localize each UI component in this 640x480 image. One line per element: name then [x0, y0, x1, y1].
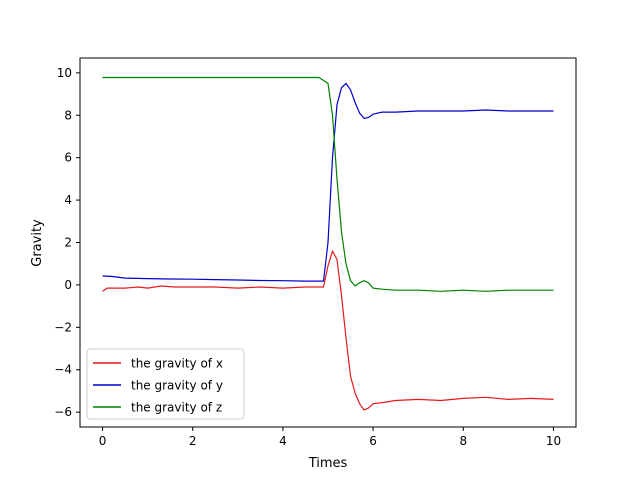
axes-frame [79, 57, 577, 428]
x-tick-label: 8 [459, 434, 467, 448]
x-tick-label: 6 [369, 434, 377, 448]
plot-lines [102, 76, 554, 411]
y-tick-label: 0 [64, 278, 72, 292]
x-tick-label: 10 [546, 434, 561, 448]
y-tick-label: 8 [64, 108, 72, 122]
y-tick-label: −2 [54, 320, 72, 334]
legend-label-1: the gravity of x [131, 357, 223, 371]
x-tick-label: 0 [99, 434, 107, 448]
y-tick-label: −6 [54, 405, 72, 419]
legend: the gravity of x the gravity of y the grav… [86, 348, 245, 420]
y-tick-label: 6 [64, 151, 72, 165]
legend-label-3: the gravity of z [131, 401, 222, 415]
x-tick-label: 4 [279, 434, 287, 448]
x-axis-label: Times [308, 456, 348, 471]
series-line-2 [102, 82, 554, 282]
series-line-3 [102, 76, 554, 292]
y-tick-label: 4 [64, 193, 72, 207]
y-tick-label: 2 [64, 236, 72, 250]
x-tick-label: 2 [189, 434, 197, 448]
legend-label-2: the gravity of y [131, 379, 223, 393]
y-axis-ticks: −6 −4 −2 0 2 4 6 8 10 [54, 66, 80, 419]
series-line-1 [102, 250, 554, 411]
y-tick-label: −4 [54, 363, 72, 377]
x-axis-ticks: 0 2 4 6 8 10 [99, 427, 561, 448]
legend-box [86, 348, 245, 420]
y-axis-label: Gravity [30, 219, 45, 267]
y-tick-label: 10 [57, 66, 72, 80]
